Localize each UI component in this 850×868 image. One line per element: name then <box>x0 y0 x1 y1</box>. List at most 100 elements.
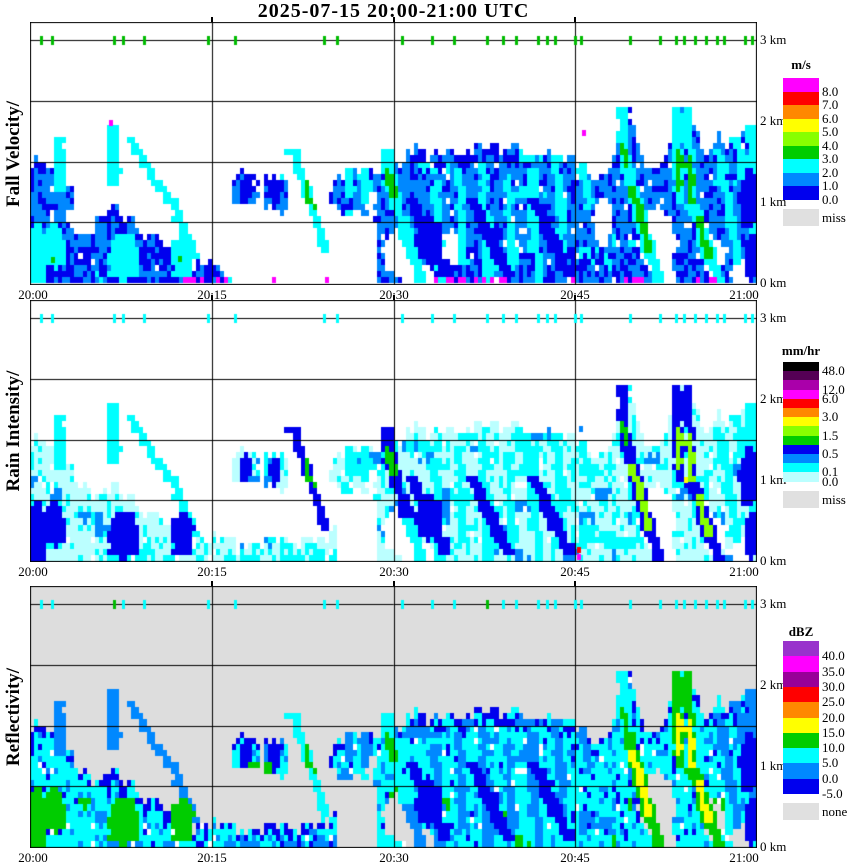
fall-velocity-legend-label-1: 7.0 <box>822 97 839 112</box>
rain-intensity-legend-band-8 <box>783 436 819 445</box>
rain-intensity-legend-label-9: 0.5 <box>822 446 839 461</box>
fall-velocity-height-label-0km: 0 km <box>760 275 787 290</box>
rain-intensity-height-label-3km: 3 km <box>760 310 787 325</box>
rain-intensity-legend-miss-label: miss <box>822 492 846 507</box>
rain-intensity-legend-label-12: 0.0 <box>822 474 839 489</box>
rain-intensity-legend-label-5: 3.0 <box>822 409 839 424</box>
fall-velocity-legend-band-3 <box>783 119 819 132</box>
fall-velocity-legend-label-0: 8.0 <box>822 84 839 99</box>
rain-intensity-legend-label-0: 48.0 <box>822 363 845 378</box>
rain-intensity-legend-band-12 <box>783 472 819 482</box>
reflectivity-time-label-4: 21:00 <box>729 850 759 865</box>
rain-intensity-legend-label-3: 6.0 <box>822 391 839 406</box>
fall-velocity-time-label-4: 21:00 <box>729 287 759 302</box>
reflectivity-legend-band-7 <box>783 748 819 763</box>
fall-velocity-heatmap <box>30 22 757 285</box>
reflectivity-legend-miss-band <box>783 803 819 820</box>
reflectivity-height-label-3km: 3 km <box>760 596 787 611</box>
reflectivity-time-label-3: 20:45 <box>560 850 590 865</box>
reflectivity-legend-label-8: 0.0 <box>822 771 839 786</box>
reflectivity-legend-band-2 <box>783 672 819 687</box>
rain-intensity-legend-title: mm/hr <box>781 343 821 358</box>
fall-velocity-legend-label-7: 1.0 <box>822 178 839 193</box>
fall-velocity-legend-label-3: 5.0 <box>822 124 839 139</box>
fall-velocity-legend-label-5: 3.0 <box>822 151 839 166</box>
fall-velocity-legend-label-4: 4.0 <box>822 138 839 153</box>
rain-intensity-outer-tick <box>211 295 213 300</box>
rain-intensity-time-label-0: 20:00 <box>18 564 48 579</box>
fall-velocity-legend-miss-label: miss <box>822 210 846 225</box>
rain-intensity-legend-band-11 <box>783 463 819 472</box>
reflectivity-legend-label-7: 5.0 <box>822 755 839 770</box>
reflectivity-legend-band-0 <box>783 641 819 656</box>
fall-velocity-legend-miss-band <box>783 209 819 226</box>
reflectivity-legend-label-3: 25.0 <box>822 694 845 709</box>
reflectivity-legend-label-2: 30.0 <box>822 679 845 694</box>
fall-velocity-outer-tick <box>574 17 576 22</box>
rain-intensity-legend-band-6 <box>783 417 819 426</box>
rain-intensity-height-label-0km: 0 km <box>760 553 787 568</box>
fall-velocity-height-label-2km: 2 km <box>760 113 787 128</box>
rain-intensity-heatmap <box>30 300 757 562</box>
rain-intensity-legend-band-9 <box>783 445 819 454</box>
fall-velocity-legend-title: m/s <box>791 57 811 72</box>
reflectivity-height-label-0km: 0 km <box>760 839 787 854</box>
reflectivity-legend-band-6 <box>783 733 819 748</box>
rain-intensity-legend-band-3 <box>783 390 819 399</box>
fall-velocity-time-label-1: 20:15 <box>190 287 234 303</box>
reflectivity-legend-band-8 <box>783 763 819 779</box>
rain-intensity-time-label-1: 20:15 <box>197 564 227 579</box>
reflectivity-time-label-1: 20:15 <box>197 850 227 865</box>
fall-velocity-legend-band-4 <box>783 132 819 146</box>
fall-velocity-axis-label: Fall Velocity/ <box>3 100 24 207</box>
reflectivity-legend-miss-label: none <box>822 804 848 819</box>
reflectivity-legend-label-4: 20.0 <box>822 710 845 725</box>
fall-velocity-legend-band-0 <box>783 78 819 92</box>
reflectivity-time-label-0: 20:00 <box>18 850 48 865</box>
rain-intensity-legend-band-5 <box>783 408 819 417</box>
rain-intensity-outer-tick <box>574 295 576 300</box>
fall-velocity-legend-band-2 <box>783 105 819 119</box>
reflectivity-legend-band-4 <box>783 702 819 718</box>
fall-velocity-legend-band-7 <box>783 173 819 186</box>
fall-velocity-legend-label-6: 2.0 <box>822 165 839 180</box>
rain-intensity-legend-band-2 <box>783 380 819 390</box>
reflectivity-outer-tick <box>211 581 213 586</box>
rain-intensity-outer-tick <box>393 295 395 300</box>
reflectivity-heatmap <box>30 586 757 848</box>
reflectivity-legend-band-9 <box>783 779 819 794</box>
fall-velocity-legend-band-5 <box>783 146 819 159</box>
rain-intensity-legend-band-7 <box>783 426 819 436</box>
reflectivity-legend-label-0: 40.0 <box>822 648 845 663</box>
rain-intensity-time-label-2: 20:30 <box>379 564 409 579</box>
reflectivity-height-label-2km: 2 km <box>760 677 787 692</box>
fall-velocity-outer-tick <box>211 17 213 22</box>
fall-velocity-outer-tick <box>393 17 395 22</box>
reflectivity-legend-band-5 <box>783 718 819 733</box>
reflectivity-legend-band-3 <box>783 687 819 702</box>
reflectivity-legend-title: dBZ <box>788 624 814 639</box>
fall-velocity-height-label-1km: 1 km <box>760 194 787 209</box>
reflectivity-legend-label-6: 10.0 <box>822 740 845 755</box>
reflectivity-legend-label-5: 15.0 <box>822 725 845 740</box>
fall-velocity-time-label-3: 20:45 <box>553 287 597 303</box>
rain-intensity-time-label-4: 21:00 <box>729 564 759 579</box>
reflectivity-height-label-1km: 1 km <box>760 758 787 773</box>
fall-velocity-legend-label-8: 0.0 <box>822 192 839 207</box>
fall-velocity-legend-band-6 <box>783 159 819 173</box>
rain-intensity-legend-band-10 <box>783 454 819 463</box>
reflectivity-legend-band-1 <box>783 656 819 672</box>
reflectivity-outer-tick <box>393 581 395 586</box>
rain-intensity-legend-band-4 <box>783 399 819 408</box>
reflectivity-outer-tick <box>574 581 576 586</box>
fall-velocity-legend-band-8 <box>783 186 819 200</box>
reflectivity-time-label-2: 20:30 <box>379 850 409 865</box>
figure-title: 2025-07-15 20:00-21:00 UTC <box>257 0 530 22</box>
rain-intensity-time-label-3: 20:45 <box>560 564 590 579</box>
rain-intensity-legend-band-1 <box>783 371 819 380</box>
rain-intensity-legend-label-11: 0.1 <box>822 464 839 479</box>
rain-intensity-height-label-1km: 1 km <box>760 472 787 487</box>
reflectivity-legend-label-9: -5.0 <box>822 786 843 801</box>
rain-intensity-axis-label: Rain Intensity/ <box>3 370 24 492</box>
